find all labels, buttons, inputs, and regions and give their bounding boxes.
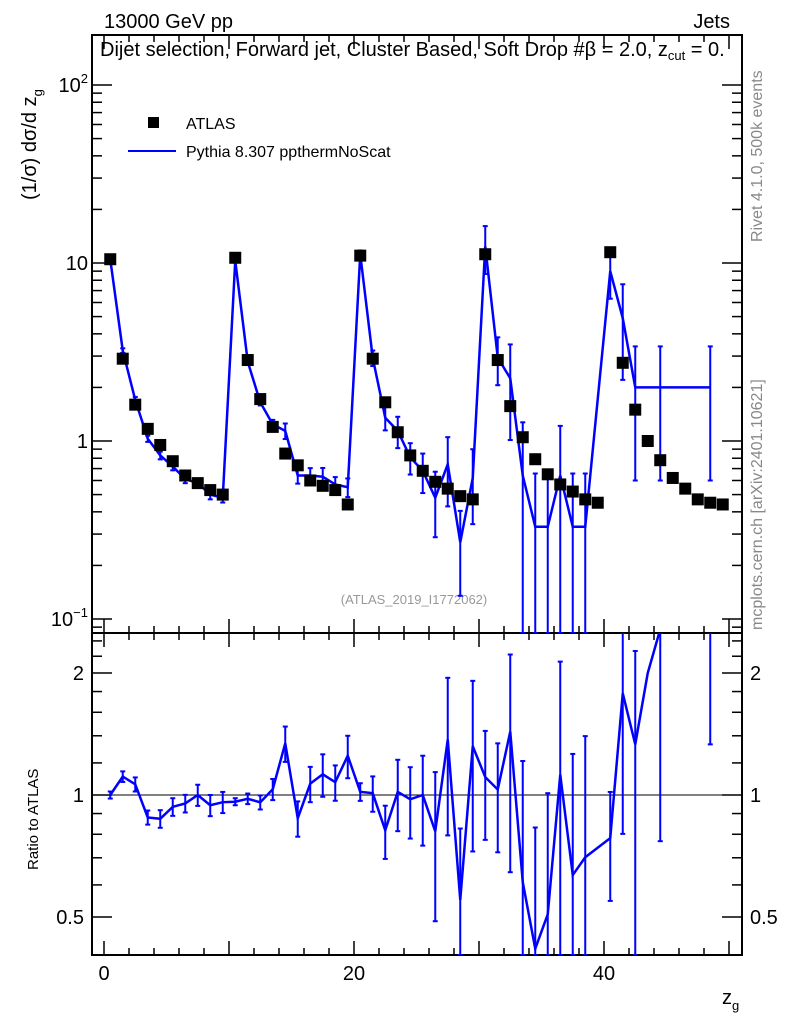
atlas-data-point [541, 468, 554, 481]
atlas-data-point [404, 449, 417, 462]
atlas-data-point [504, 400, 517, 413]
atlas-data-point [254, 393, 267, 406]
atlas-data-point [179, 469, 192, 482]
atlas-data-point [129, 398, 142, 411]
y-axis-label-main: (1/σ) dσ/d z [19, 96, 41, 200]
atlas-data-point [191, 477, 204, 490]
y-tick-label-exponent: 2 [81, 71, 88, 86]
atlas-data-point [641, 435, 654, 447]
atlas-data-point [104, 253, 117, 266]
y-axis-label-sub: g [30, 89, 45, 96]
plot-title: Dijet selection, Forward jet, Cluster Ba… [100, 38, 730, 62]
ratio-y-tick-label: 0.5 [56, 907, 84, 929]
side-text-rivet: Rivet 4.1.0, 500k events [749, 70, 766, 242]
atlas-data-point [554, 478, 567, 491]
y-tick-label: 10 [66, 253, 88, 275]
y-tick-label-exponent: −1 [73, 605, 88, 620]
atlas-data-point [291, 459, 304, 472]
atlas-data-point [216, 488, 229, 501]
atlas-data-point [491, 354, 504, 367]
atlas-data-point [266, 420, 279, 433]
atlas-data-point [316, 479, 329, 492]
atlas-data-point [154, 438, 167, 451]
atlas-data-point [479, 248, 492, 261]
legend-marker-atlas [148, 117, 159, 128]
y-tick-label: 1 [77, 431, 88, 453]
atlas-data-point [329, 484, 342, 497]
atlas-data-point [416, 464, 429, 477]
header-right: Jets [693, 11, 730, 33]
atlas-data-point [429, 475, 442, 488]
atlas-data-point [204, 484, 217, 497]
ratio-y-tick-label-right: 0.5 [750, 907, 778, 929]
ratio-y-tick-label-right: 1 [750, 785, 761, 807]
y-tick-label: 102 [59, 71, 88, 97]
atlas-data-point [529, 453, 542, 466]
atlas-data-point [391, 426, 404, 439]
atlas-data-point [579, 493, 592, 506]
atlas-data-point [591, 496, 604, 509]
atlas-data-point [691, 493, 704, 506]
pythia-line [109, 246, 711, 543]
atlas-data-point [229, 251, 242, 264]
main-panel-marks [104, 225, 729, 633]
y-axis-label: (1/σ) dσ/d zg [19, 89, 45, 200]
atlas-data-point [679, 482, 692, 495]
atlas-data-point [516, 431, 529, 444]
atlas-data-point [241, 354, 254, 367]
atlas-data-point [116, 352, 129, 365]
atlas-data-point [354, 249, 367, 262]
plot-title-sub: cut [667, 48, 686, 63]
ratio-y-tick-label: 2 [73, 663, 84, 685]
atlas-data-point [366, 352, 379, 365]
atlas-data-point [454, 490, 467, 503]
x-axis-label-sub: g [732, 998, 739, 1013]
ratio-line [109, 633, 661, 954]
atlas-data-point [379, 396, 392, 409]
atlas-data-point [666, 471, 679, 484]
atlas-data-point [704, 496, 717, 509]
plot-title-main: Dijet selection, Forward jet, Cluster Ba… [100, 39, 668, 61]
atlas-data-point [441, 482, 454, 495]
plot-title-tail: = 0. [685, 39, 725, 61]
ratio-panel-frame [91, 632, 743, 956]
x-axis-label-main: z [722, 987, 732, 1009]
x-tick-label: 20 [343, 963, 365, 985]
atlas-data-point [304, 474, 317, 487]
ratio-panel-marks [107, 633, 713, 955]
atlas-data-point [341, 498, 354, 511]
legend: ATLAS Pythia 8.307 ppthermNoScat [128, 116, 391, 161]
atlas-data-point [141, 422, 154, 435]
atlas-data-point [604, 246, 617, 259]
watermark: (ATLAS_2019_I1772062) [341, 592, 487, 607]
x-tick-label: 0 [98, 963, 109, 985]
atlas-data-point [629, 403, 642, 416]
header-left: 13000 GeV pp [104, 11, 233, 33]
side-text-mcplots: mcplots.cern.ch [arXiv:2401.10621] [749, 379, 766, 630]
ratio-y-tick-label-right: 2 [750, 663, 761, 685]
atlas-data-point [654, 454, 667, 467]
legend-label-atlas: ATLAS [186, 116, 236, 133]
atlas-data-point [566, 485, 579, 498]
x-axis-label: zg [722, 987, 739, 1013]
atlas-data-point [716, 498, 729, 511]
atlas-data-point [466, 493, 479, 506]
atlas-data-point [166, 455, 179, 468]
legend-label-pythia: Pythia 8.307 ppthermNoScat [186, 144, 391, 161]
ratio-y-tick-label: 1 [73, 785, 84, 807]
y-tick-label: 10−1 [51, 605, 88, 631]
atlas-data-point [279, 447, 292, 460]
ratio-axis-label: Ratio to ATLAS [25, 769, 42, 870]
x-tick-label: 40 [593, 963, 615, 985]
atlas-data-point [616, 356, 629, 369]
